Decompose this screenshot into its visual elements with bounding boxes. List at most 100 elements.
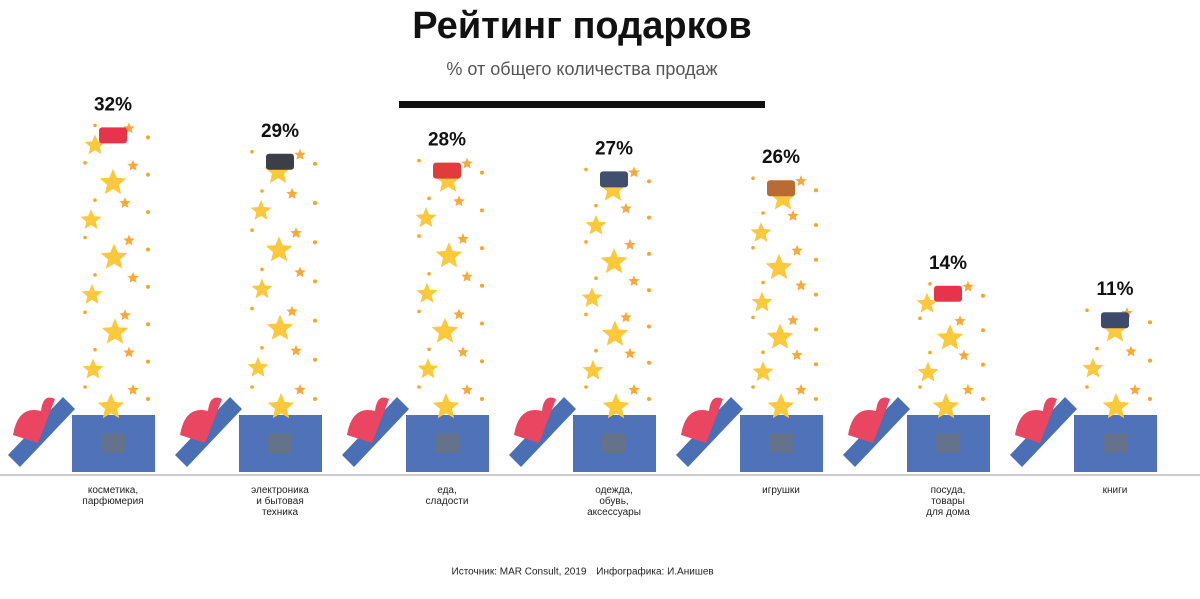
sparkle xyxy=(647,215,651,220)
sparkle xyxy=(417,158,421,163)
label-line: игрушки xyxy=(762,485,800,496)
label-line: товары xyxy=(931,496,965,507)
gift-bow xyxy=(514,397,556,443)
label-line: посуда, xyxy=(931,485,966,496)
sparkle xyxy=(427,347,431,352)
sparkle xyxy=(93,347,97,352)
sparkle xyxy=(647,397,651,401)
label-line: техника xyxy=(262,507,299,518)
star xyxy=(599,175,627,201)
x-tick-label: одежда, обувь, аксессуары xyxy=(587,485,641,518)
gift-icon xyxy=(767,180,795,197)
star xyxy=(435,242,463,268)
x-tick-label: игрушки xyxy=(762,485,800,496)
label-line: косметика, xyxy=(88,485,138,496)
star xyxy=(936,324,964,350)
gift-box-icon xyxy=(1103,433,1127,453)
label-line: парфюмерия xyxy=(82,495,143,507)
sparkle xyxy=(981,328,985,333)
star xyxy=(954,315,966,327)
star xyxy=(247,356,269,377)
sparkle xyxy=(260,346,264,350)
gift-icon xyxy=(433,162,461,179)
label-line: обувь, xyxy=(599,495,628,507)
star xyxy=(127,384,139,395)
title-rule xyxy=(399,101,765,108)
star xyxy=(932,393,960,419)
sparkle xyxy=(1085,385,1089,389)
sparkle xyxy=(1095,346,1099,351)
sparkle xyxy=(313,279,317,284)
star xyxy=(787,210,799,221)
sparkle xyxy=(480,246,484,251)
star xyxy=(264,157,292,184)
sparkle xyxy=(146,397,150,401)
star xyxy=(461,384,473,395)
chart-subtitle: % от общего количества продаж xyxy=(446,59,717,79)
sparkle xyxy=(313,240,317,245)
gift-icon xyxy=(99,127,127,144)
sparkle xyxy=(594,203,598,208)
star xyxy=(585,214,607,235)
sparkle xyxy=(761,211,765,215)
star xyxy=(251,278,273,299)
sparkle xyxy=(751,176,755,180)
star-column xyxy=(415,157,484,419)
star xyxy=(958,349,970,361)
star xyxy=(265,236,293,262)
gift-box-icon xyxy=(101,433,125,453)
sparkle xyxy=(146,210,150,215)
star-column xyxy=(1082,307,1152,419)
star xyxy=(1102,393,1130,419)
star xyxy=(620,311,632,323)
x-tick-label: книги xyxy=(1103,485,1128,496)
star xyxy=(581,287,603,308)
star xyxy=(457,233,469,244)
star xyxy=(294,266,306,278)
sparkle xyxy=(417,234,421,238)
star xyxy=(286,188,298,199)
sparkle xyxy=(584,167,588,172)
sparkle xyxy=(146,247,150,252)
sparkle xyxy=(761,280,765,285)
x-tick-label: посуда, товары для дома xyxy=(926,485,970,518)
gift-icon xyxy=(1101,312,1129,329)
label-line: одежда, xyxy=(595,485,633,496)
gift-bow xyxy=(13,397,55,443)
value-label: 27% xyxy=(595,138,633,159)
gift-bow xyxy=(1015,397,1057,443)
star xyxy=(628,384,640,395)
sparkle xyxy=(584,240,588,244)
star xyxy=(624,238,636,250)
sparkle xyxy=(647,360,651,365)
label-line: и бытовая xyxy=(256,495,304,507)
star xyxy=(628,275,640,287)
star xyxy=(766,323,794,349)
sparkle xyxy=(814,397,818,401)
gift-box-icon xyxy=(268,433,292,453)
x-tick-label: еда, сладости xyxy=(426,485,469,507)
star xyxy=(767,393,795,419)
sparkle xyxy=(814,292,818,297)
star xyxy=(1125,345,1137,357)
sparkle xyxy=(313,201,317,205)
sparkle xyxy=(814,327,818,332)
sparkle xyxy=(313,357,317,362)
star xyxy=(99,168,127,195)
star xyxy=(123,234,135,246)
gift-icon xyxy=(934,285,962,302)
star xyxy=(582,359,604,380)
value-label: 29% xyxy=(261,121,299,142)
star xyxy=(624,347,636,359)
star xyxy=(453,308,465,320)
sparkle xyxy=(814,188,818,193)
sparkle xyxy=(751,385,755,389)
star xyxy=(1101,316,1129,342)
sparkle xyxy=(250,385,254,389)
sparkle xyxy=(751,315,755,320)
sparkle xyxy=(647,251,651,256)
sparkle xyxy=(93,198,97,202)
sparkle xyxy=(814,223,818,227)
value-label: 26% xyxy=(762,147,800,168)
star xyxy=(791,244,803,256)
